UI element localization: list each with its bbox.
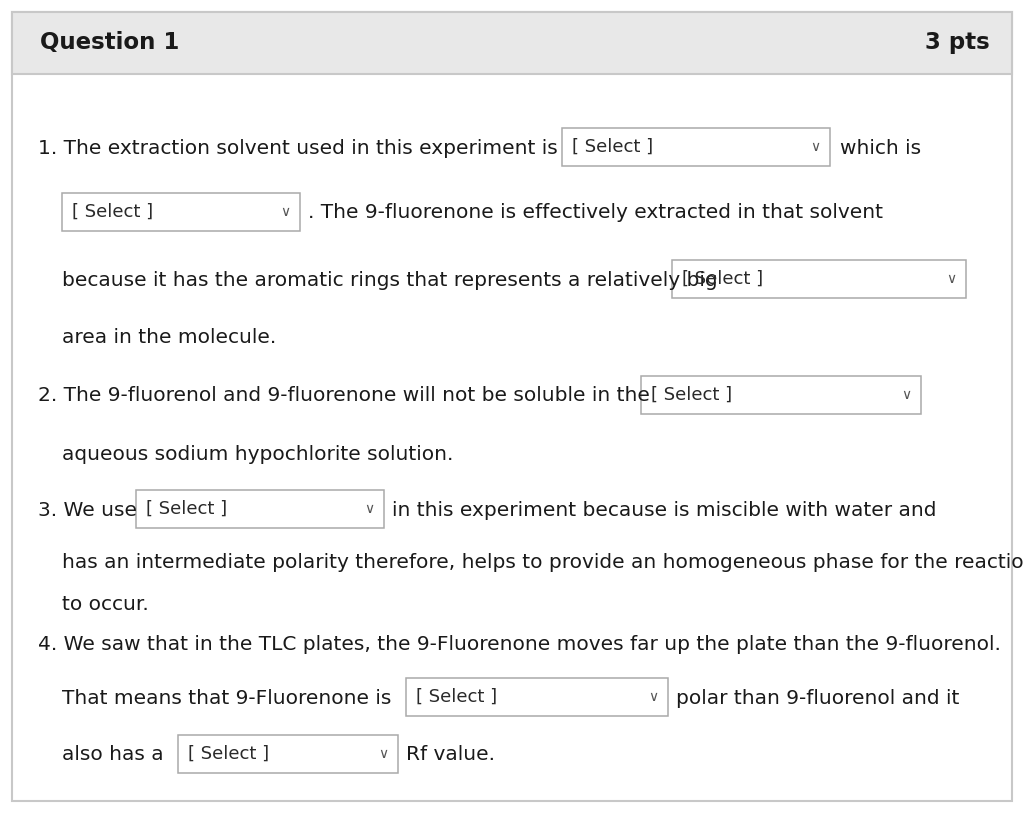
Bar bbox=[136, 490, 384, 528]
Text: ∨: ∨ bbox=[810, 140, 820, 154]
Bar bbox=[406, 678, 668, 716]
Bar bbox=[641, 376, 921, 414]
Text: That means that 9-Fluorenone is: That means that 9-Fluorenone is bbox=[62, 689, 391, 707]
Text: in this experiment because is miscible with water and: in this experiment because is miscible w… bbox=[392, 501, 937, 520]
Text: [ Select ]: [ Select ] bbox=[72, 203, 154, 221]
Text: 3. We use: 3. We use bbox=[38, 501, 137, 520]
Text: [ Select ]: [ Select ] bbox=[188, 745, 269, 763]
Text: area in the molecule.: area in the molecule. bbox=[62, 328, 276, 347]
Text: ∨: ∨ bbox=[946, 272, 956, 286]
Text: . The 9-fluorenone is effectively extracted in that solvent: . The 9-fluorenone is effectively extrac… bbox=[308, 203, 883, 223]
Text: ∨: ∨ bbox=[378, 747, 388, 761]
Text: polar than 9-fluorenol and it: polar than 9-fluorenol and it bbox=[676, 689, 959, 707]
Bar bbox=[62, 193, 300, 231]
Text: ∨: ∨ bbox=[648, 690, 658, 704]
Text: has an intermediate polarity therefore, helps to provide an homogeneous phase fo: has an intermediate polarity therefore, … bbox=[62, 553, 1024, 572]
Text: 4. We saw that in the TLC plates, the 9-Fluorenone moves far up the plate than t: 4. We saw that in the TLC plates, the 9-… bbox=[38, 636, 1000, 654]
Text: Rf value.: Rf value. bbox=[406, 746, 495, 764]
Text: [ Select ]: [ Select ] bbox=[146, 500, 227, 518]
Text: which is: which is bbox=[840, 138, 922, 158]
Text: ∨: ∨ bbox=[280, 205, 290, 219]
Text: because it has the aromatic rings that represents a relatively big: because it has the aromatic rings that r… bbox=[62, 271, 718, 289]
Text: 2. The 9-fluorenol and 9-fluorenone will not be soluble in the: 2. The 9-fluorenol and 9-fluorenone will… bbox=[38, 386, 650, 406]
Text: [ Select ]: [ Select ] bbox=[416, 688, 497, 706]
Bar bbox=[12, 12, 1012, 74]
Text: aqueous sodium hypochlorite solution.: aqueous sodium hypochlorite solution. bbox=[62, 446, 454, 464]
Text: 1. The extraction solvent used in this experiment is: 1. The extraction solvent used in this e… bbox=[38, 138, 558, 158]
Text: ∨: ∨ bbox=[901, 388, 911, 402]
Text: [ Select ]: [ Select ] bbox=[651, 386, 732, 404]
Bar bbox=[672, 260, 966, 298]
Bar bbox=[178, 735, 398, 773]
Bar bbox=[562, 128, 830, 166]
Text: [ Select ]: [ Select ] bbox=[572, 138, 653, 156]
Text: also has a: also has a bbox=[62, 746, 164, 764]
Text: 3 pts: 3 pts bbox=[926, 32, 990, 54]
Text: Question 1: Question 1 bbox=[40, 32, 179, 54]
Text: to occur.: to occur. bbox=[62, 594, 148, 614]
Text: ∨: ∨ bbox=[364, 502, 374, 516]
Text: [ Select ]: [ Select ] bbox=[682, 270, 763, 288]
